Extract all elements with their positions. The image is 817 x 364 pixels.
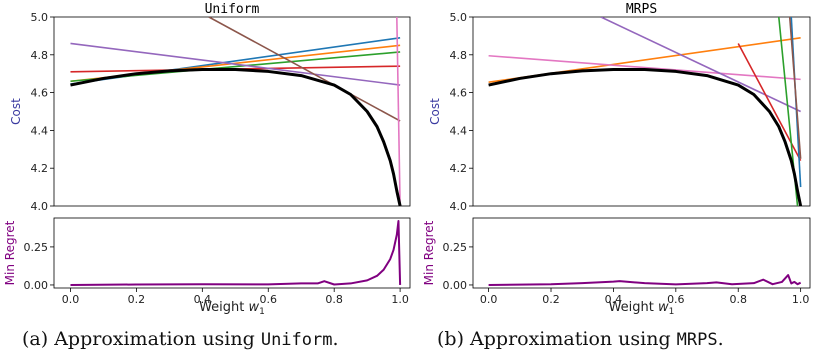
regret-y-tick-label: 0.00: [24, 279, 49, 292]
caption-b-suffix: .: [717, 328, 724, 350]
caption-b-prefix: (b) Approximation using: [437, 328, 677, 350]
y-tick-label: 4.4: [31, 124, 49, 137]
series-line-5: [70, 42, 401, 86]
regret-group: [488, 274, 802, 286]
bottom-axes-frame: [472, 217, 811, 289]
series-line-3: [600, 17, 801, 113]
regret-line: [488, 274, 802, 286]
x-tick-label: 0.4: [605, 293, 623, 306]
regret-line: [70, 220, 402, 286]
x-tick-label: 0.2: [128, 293, 146, 306]
x-tick-label: 0.0: [480, 293, 498, 306]
series-group: [70, 17, 402, 206]
y-tick-label: 4.0: [450, 200, 468, 213]
caption-b: (b) Approximation using MRPS.: [437, 328, 724, 350]
x-tick-label: 0.8: [729, 293, 747, 306]
x-tick-label: 0.0: [62, 293, 80, 306]
y-tick-label: 5.0: [450, 11, 468, 24]
x-axis-label-sub: 1: [669, 307, 675, 317]
series-line-4: [737, 43, 802, 162]
y-tick-label: 4.6: [31, 87, 49, 100]
x-tick-label: 0.6: [260, 293, 278, 306]
series-group: [488, 17, 803, 206]
y-tick-label: 4.0: [31, 200, 49, 213]
frontier-line: [70, 68, 402, 206]
caption-a: (a) Approximation using Uniform.: [22, 328, 339, 350]
y-tick-label: 5.0: [31, 11, 49, 24]
y-tick-label: 4.8: [31, 49, 49, 62]
series-line-6: [208, 17, 401, 122]
caption-b-code: MRPS: [676, 330, 718, 350]
x-axis-label: Weight w1: [199, 300, 265, 317]
x-axis-label-main: Weight: [609, 300, 658, 315]
x-tick-label: 0.6: [667, 293, 685, 306]
top-axes-frame: [472, 16, 811, 207]
y-tick-label: 4.6: [450, 87, 468, 100]
x-axis-label-main: Weight: [199, 300, 248, 315]
x-axis-label-var: w: [249, 300, 260, 315]
y-tick-label: 4.2: [450, 162, 468, 175]
x-axis-label: Weight w1: [609, 300, 675, 317]
regret-y-tick-label: 0.00: [443, 279, 468, 292]
x-tick-label: 0.2: [542, 293, 560, 306]
caption-a-suffix: .: [332, 328, 339, 350]
x-tick-label: 0.8: [325, 293, 343, 306]
y-axis-label: Cost: [9, 98, 23, 125]
y-axis-label: Cost: [428, 98, 442, 125]
top-axes-frame: [53, 16, 411, 207]
regret-group: [70, 220, 402, 286]
y-tick-label: 4.2: [31, 162, 49, 175]
caption-a-prefix: (a) Approximation using: [22, 328, 261, 350]
x-axis-label-var: w: [658, 300, 669, 315]
x-tick-label: 1.0: [792, 293, 810, 306]
chart-2: MRPS 4.0 4.2 4.4 4.6 4.8 5.0 Cost 0.00 0.25 Min Re…: [422, 2, 811, 317]
series-line-7: [788, 17, 802, 159]
regret-y-tick-label: 0.25: [443, 241, 468, 254]
series-line-2: [488, 54, 801, 81]
frontier-line: [488, 68, 803, 206]
chart-title: MRPS: [626, 2, 657, 17]
y-tick-label: 4.4: [450, 124, 468, 137]
chart-1: Uniform 4.0 4.2 4.4 4.6 4.8 5.0 Cost 0.00 0.25 Min…: [3, 2, 411, 317]
charts-canvas: Uniform 4.0 4.2 4.4 4.6 4.8 5.0 Cost 0.00 0.25 Min…: [3, 2, 811, 317]
y-tick-label: 4.8: [450, 49, 468, 62]
regret-axis-label: Min Regret: [422, 220, 436, 285]
regret-axis-label: Min Regret: [3, 220, 17, 285]
x-tick-label: 0.4: [194, 293, 212, 306]
x-tick-label: 1.0: [391, 293, 409, 306]
caption-a-code: Uniform: [260, 330, 333, 350]
x-axis-label-sub: 1: [259, 307, 265, 317]
series-line-7: [396, 17, 401, 206]
chart-title: Uniform: [205, 2, 260, 17]
bottom-axes-frame: [53, 217, 411, 289]
regret-y-tick-label: 0.25: [24, 241, 49, 254]
